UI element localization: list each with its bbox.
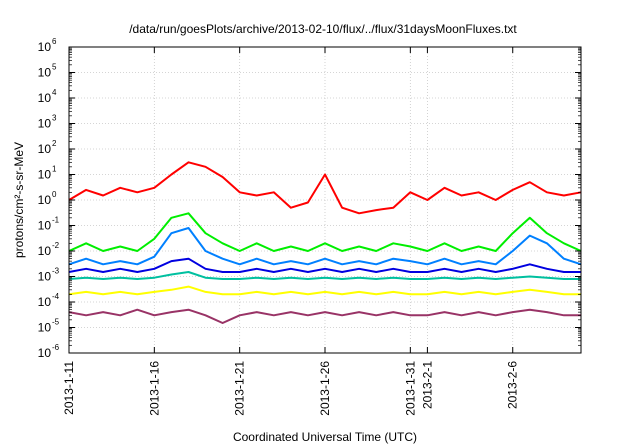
y-tick-label: 10	[38, 142, 52, 156]
series-line	[68, 308, 581, 324]
y-tick-exponent: -3	[52, 267, 60, 276]
y-tick-exponent: 0	[52, 190, 57, 199]
x-tick-label: 2013-1-11	[62, 361, 76, 415]
y-tick-exponent: -6	[52, 343, 60, 352]
y-tick-exponent: 2	[52, 139, 57, 148]
series-line	[68, 161, 582, 215]
y-tick-exponent: 4	[52, 88, 57, 97]
y-tick-label: 10	[38, 193, 52, 207]
y-tick-exponent: 5	[52, 63, 57, 72]
y-tick-label: 10	[38, 117, 52, 131]
y-tick-label: 10	[38, 270, 52, 284]
series-line	[68, 212, 582, 252]
y-tick-exponent: -1	[52, 216, 60, 225]
y-tick-label: 10	[38, 244, 52, 258]
y-tick-label: 10	[38, 66, 52, 80]
series-line	[68, 227, 582, 266]
y-tick-exponent: -5	[52, 318, 60, 327]
x-axis-label: Coordinated Universal Time (UTC)	[233, 430, 417, 444]
y-tick-label: 10	[38, 168, 52, 182]
x-tick-label: 2013-1-31	[403, 361, 417, 416]
y-tick-exponent: -4	[52, 292, 60, 301]
chart-title: /data/run/goesPlots/archive/2013-02-10/f…	[129, 22, 517, 36]
grid	[69, 47, 581, 353]
series-line	[68, 285, 581, 296]
x-tick-label: 2013-1-21	[233, 361, 247, 416]
y-axis-label: protons/cm²-s-sr-MeV	[12, 142, 26, 258]
x-tick-label: 2013-2-1	[420, 361, 434, 409]
series-line	[68, 271, 581, 280]
y-tick-label: 10	[38, 40, 52, 54]
y-tick-label: 10	[38, 219, 52, 233]
x-tick-label: 2013-1-26	[318, 361, 332, 416]
series-line	[68, 257, 581, 273]
y-tick-exponent: -2	[52, 241, 60, 250]
x-tick-label: 2013-1-16	[147, 361, 161, 416]
y-axis: 10 -610 -510 -410 -310 -210 -110 010 110 210 310 41…	[38, 37, 581, 360]
y-tick-label: 10	[38, 346, 52, 360]
y-tick-exponent: 3	[52, 114, 57, 123]
y-tick-label: 10	[38, 295, 52, 309]
x-axis: 2013-1-11 2013-1-16 2013-1-21 2013-1-26 2013…	[62, 47, 520, 416]
y-tick-exponent: 6	[52, 37, 57, 46]
y-tick-label: 10	[38, 91, 52, 105]
y-tick-label: 10	[38, 321, 52, 335]
y-tick-exponent: 1	[52, 165, 57, 174]
series-group	[68, 161, 582, 324]
x-tick-label: 2013-2-6	[506, 361, 520, 409]
